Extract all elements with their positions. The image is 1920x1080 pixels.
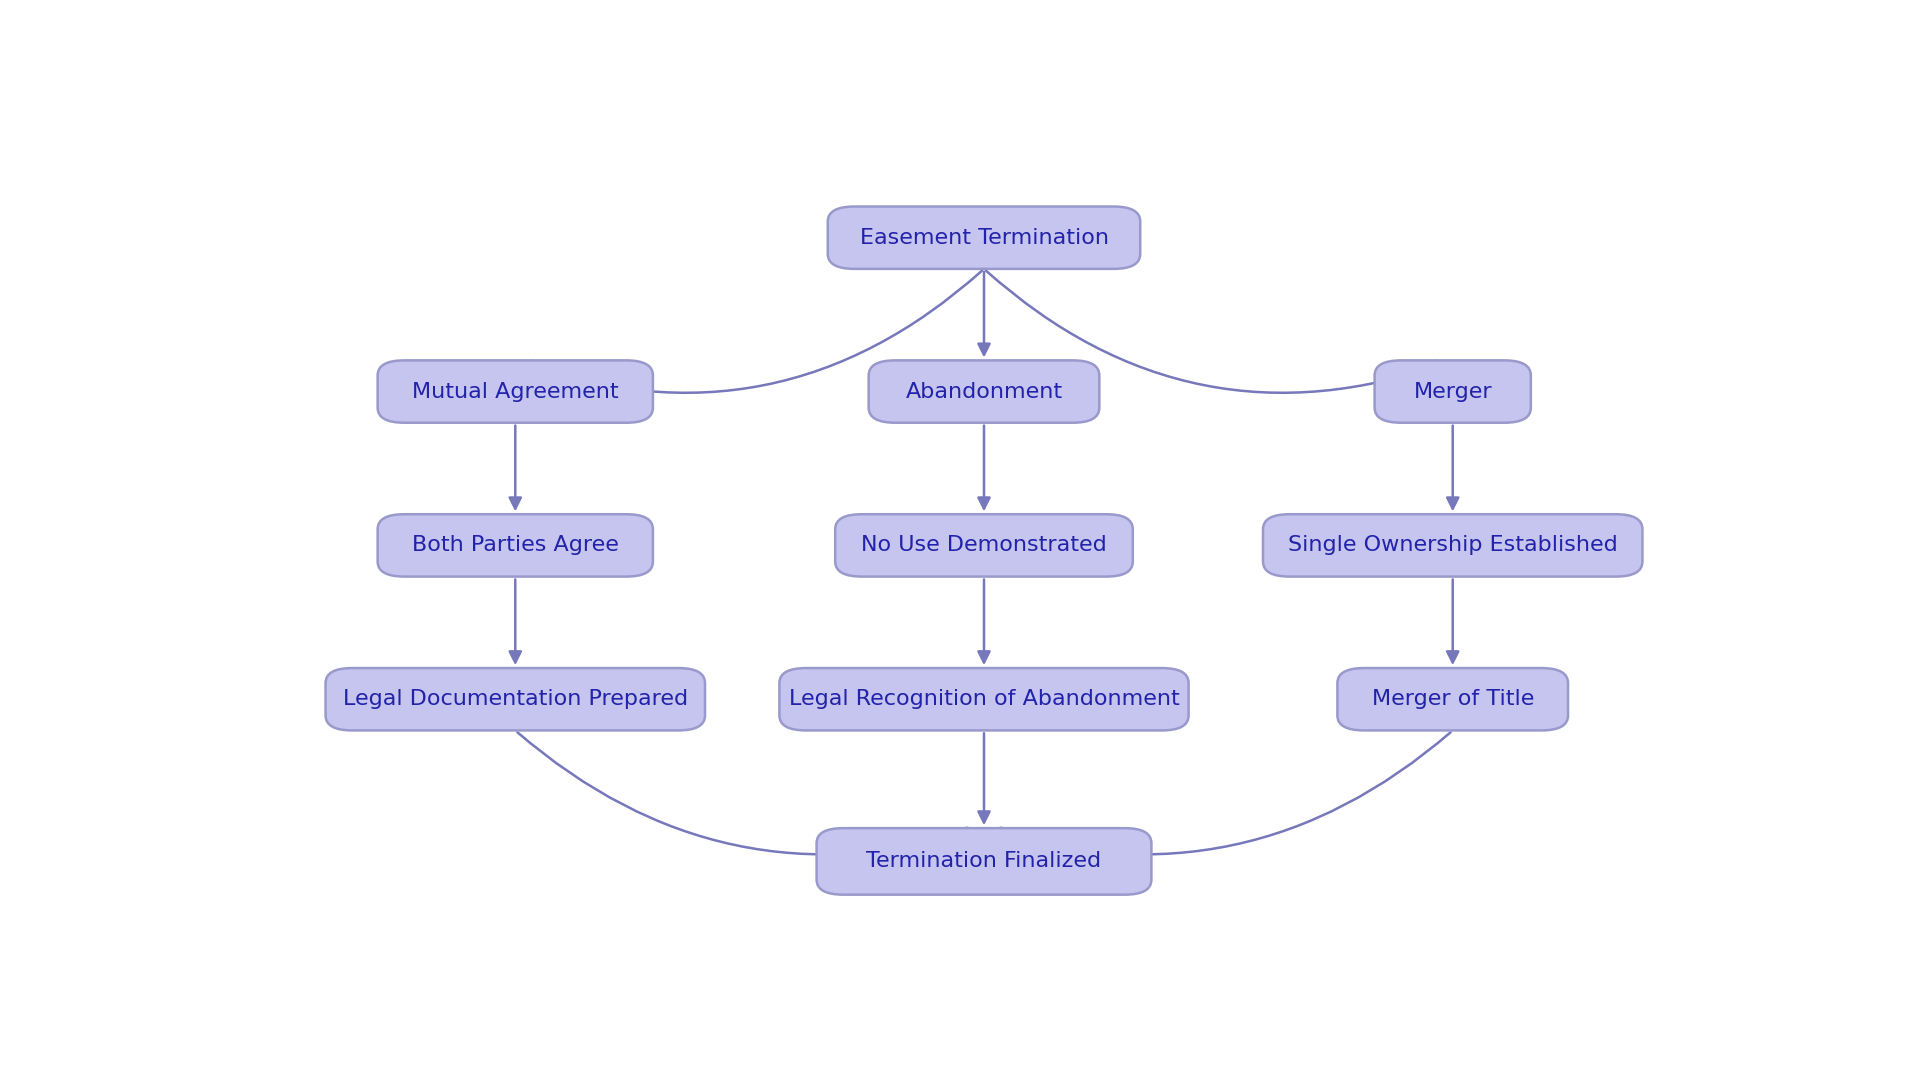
FancyBboxPatch shape xyxy=(828,206,1140,269)
Text: No Use Demonstrated: No Use Demonstrated xyxy=(862,536,1106,555)
FancyBboxPatch shape xyxy=(378,361,653,422)
FancyBboxPatch shape xyxy=(326,669,705,730)
FancyBboxPatch shape xyxy=(1263,514,1642,577)
Text: Easement Termination: Easement Termination xyxy=(860,228,1108,247)
FancyBboxPatch shape xyxy=(1338,669,1569,730)
FancyBboxPatch shape xyxy=(378,514,653,577)
Text: Merger: Merger xyxy=(1413,381,1492,402)
FancyBboxPatch shape xyxy=(868,361,1100,422)
FancyBboxPatch shape xyxy=(780,669,1188,730)
Text: Abandonment: Abandonment xyxy=(906,381,1062,402)
FancyBboxPatch shape xyxy=(816,828,1152,894)
FancyBboxPatch shape xyxy=(1375,361,1530,422)
Text: Legal Documentation Prepared: Legal Documentation Prepared xyxy=(342,689,687,710)
Text: Merger of Title: Merger of Title xyxy=(1371,689,1534,710)
FancyBboxPatch shape xyxy=(835,514,1133,577)
Text: Single Ownership Established: Single Ownership Established xyxy=(1288,536,1617,555)
Text: Both Parties Agree: Both Parties Agree xyxy=(413,536,618,555)
Text: Legal Recognition of Abandonment: Legal Recognition of Abandonment xyxy=(789,689,1179,710)
Text: Mutual Agreement: Mutual Agreement xyxy=(413,381,618,402)
Text: Termination Finalized: Termination Finalized xyxy=(866,851,1102,872)
